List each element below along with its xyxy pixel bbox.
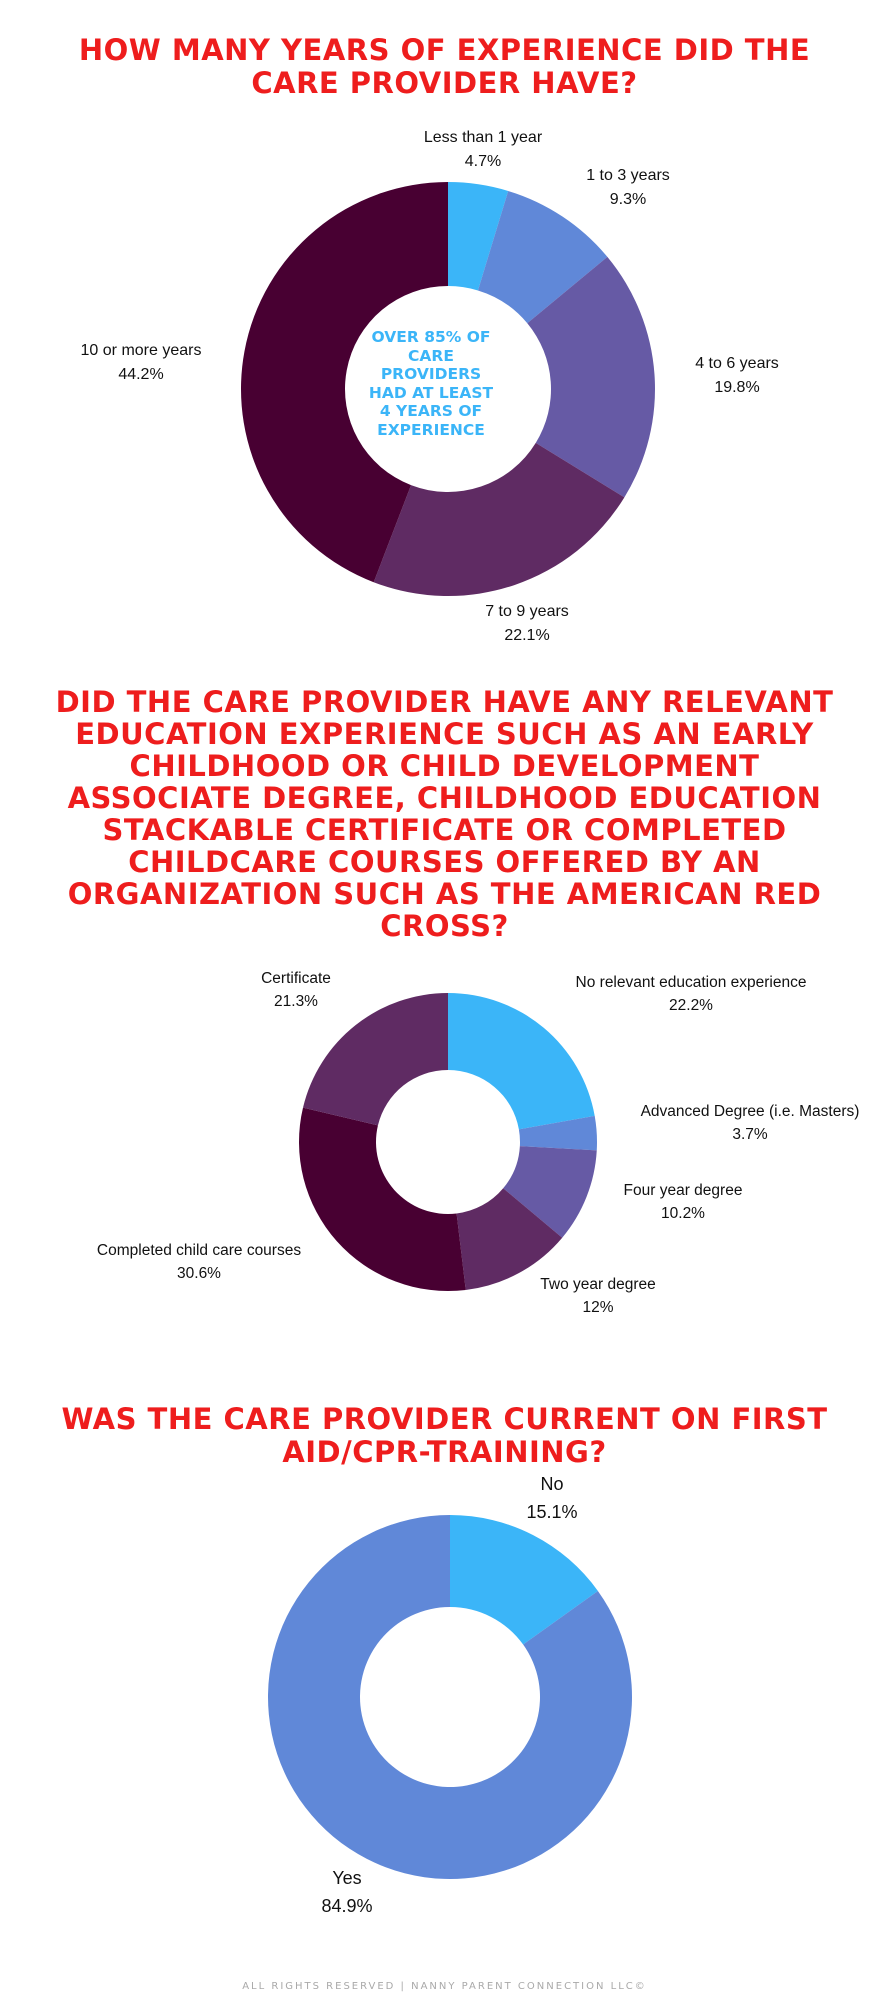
- slice-value-less-than-1-year: 4.7%: [465, 153, 501, 170]
- slice-label-certificate: Certificate: [261, 970, 331, 987]
- chart-3-title: Was the care provider current on first a…: [61, 1402, 828, 1469]
- slice-label-no: No: [540, 1474, 563, 1494]
- chart-1-center-note: Over 85% of care providers had at least …: [368, 328, 494, 439]
- slice-four-year-degree: [503, 1146, 597, 1238]
- slice-no: [450, 1515, 598, 1645]
- slice-yes: [268, 1515, 633, 1879]
- slice-value-four-year-degree: 10.2%: [661, 1205, 705, 1222]
- slice-value-no: 15.1%: [526, 1502, 577, 1522]
- slice-certificate: [303, 993, 448, 1126]
- slice-label-no-relevant-education-experience: No relevant education experience: [576, 974, 807, 991]
- slice-less-than-1-year: [448, 182, 509, 291]
- slice-value-advanced-degree-i-e-masters: 3.7%: [732, 1126, 768, 1143]
- slice-7-to-9-years: [373, 442, 625, 596]
- slice-label-completed-child-care-courses: Completed child care courses: [97, 1242, 301, 1259]
- slice-value-yes: 84.9%: [321, 1896, 372, 1916]
- slice-4-to-6-years: [527, 256, 656, 498]
- slice-value-10-or-more-years: 44.2%: [118, 366, 163, 383]
- chart-2-title: Did the care provider have any relevant …: [55, 685, 834, 943]
- slice-value-no-relevant-education-experience: 22.2%: [669, 997, 713, 1014]
- chart-1-title: How many years of experience did the car…: [78, 33, 811, 100]
- slice-label-7-to-9-years: 7 to 9 years: [485, 603, 569, 620]
- slice-no-relevant-education-experience: [448, 993, 595, 1130]
- slice-value-completed-child-care-courses: 30.6%: [177, 1265, 221, 1282]
- slice-label-10-or-more-years: 10 or more years: [81, 342, 202, 359]
- slice-value-two-year-degree: 12%: [582, 1299, 613, 1316]
- footer-copyright: All rights reserved | Nanny Parent Conne…: [242, 1981, 647, 1992]
- slice-value-certificate: 21.3%: [274, 993, 318, 1010]
- slice-completed-child-care-courses: [299, 1107, 466, 1291]
- slice-label-less-than-1-year: Less than 1 year: [424, 129, 543, 146]
- chart-3-cpr-donut: No 15.1% Yes 84.9%: [268, 1474, 633, 1916]
- slice-label-two-year-degree: Two year degree: [540, 1276, 655, 1293]
- slice-value-7-to-9-years: 22.1%: [504, 627, 549, 644]
- slice-10-or-more-years: [240, 182, 448, 583]
- slice-label-1-to-3-years: 1 to 3 years: [586, 167, 670, 184]
- slice-label-yes: Yes: [332, 1868, 361, 1888]
- slice-two-year-degree: [456, 1188, 563, 1290]
- chart-2-education-donut: No relevant education experience 22.2% Adv…: [97, 970, 860, 1316]
- slice-1-to-3-years: [477, 190, 608, 324]
- slice-value-1-to-3-years: 9.3%: [610, 191, 646, 208]
- chart-1-experience-donut: Less than 1 year 4.7% 1 to 3 years 9.3% 4 to…: [81, 129, 779, 644]
- slice-label-four-year-degree: Four year degree: [624, 1182, 743, 1199]
- slice-label-advanced-degree-i-e-masters: Advanced Degree (i.e. Masters): [641, 1103, 860, 1120]
- slice-value-4-to-6-years: 19.8%: [714, 379, 759, 396]
- slice-label-4-to-6-years: 4 to 6 years: [695, 355, 779, 372]
- slice-advanced-degree-i-e-masters: [518, 1115, 597, 1151]
